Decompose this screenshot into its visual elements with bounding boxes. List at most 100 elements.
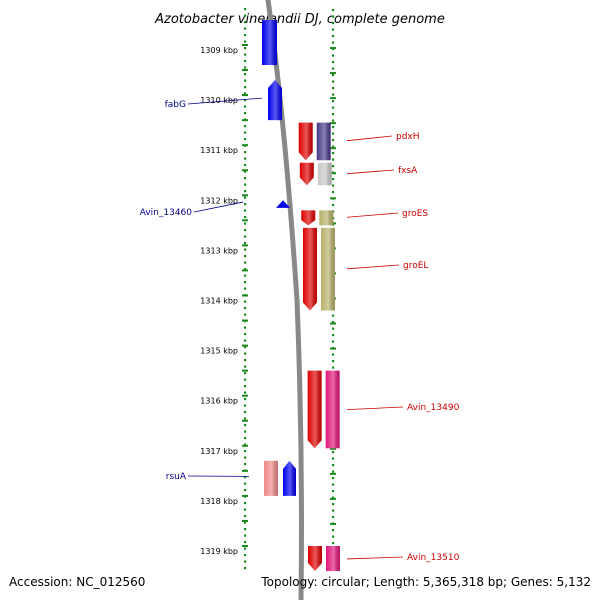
major-tick [242,344,248,347]
major-tick [242,194,248,197]
tick-dot [244,190,247,193]
major-tick [330,172,336,175]
tick-dot [244,34,247,37]
tick-dot [244,112,247,115]
tick-dot [332,509,335,512]
tick-dot [244,372,247,375]
tick-dot [244,248,247,251]
major-tick [242,294,248,297]
tick-dot [244,229,247,232]
gene-label-Avin_13510: Avin_13510 [407,553,460,563]
gene-shade [317,162,332,186]
gene-label-groES: groES [402,209,428,219]
tick-dot [332,87,335,90]
tick-dot [332,22,335,25]
gene-shade [326,545,340,572]
tick-dot [332,360,335,363]
gene-arrow [276,200,290,208]
tick-dot [244,14,247,17]
tick-dot [244,261,247,264]
tick-dot [244,235,247,238]
major-tick [330,472,336,475]
tick-dot [332,464,335,467]
tick-dot [244,287,247,290]
major-tick [242,319,248,322]
tick-dot [244,378,247,381]
major-tick [242,43,248,46]
tick-dot [244,300,247,303]
tick-dot [244,274,247,277]
tick-dot [332,490,335,493]
gene-features [262,19,340,572]
tick-dot [244,151,247,154]
gene-label-pdxH: pdxH [396,132,420,142]
tick-dot [244,86,247,89]
tick-dot [244,567,247,570]
tick-dot [244,92,247,95]
gene-shade [325,370,340,449]
ruler-tick-label: 1318 kbp [200,497,238,506]
tick-dot [244,196,247,199]
major-tick [330,447,336,450]
tick-dot [244,105,247,108]
tick-dot [244,391,247,394]
label-leader [346,264,400,270]
tick-dot [332,477,335,480]
major-tick [242,419,248,422]
tick-dot [244,521,247,524]
tick-dot [244,430,247,433]
tick-dot [244,502,247,505]
ruler-tick-label: 1319 kbp [200,547,238,556]
gene-label-groEL: groEL [403,261,428,271]
tick-dot [244,203,247,206]
tick-dot [332,35,335,38]
tick-dot [332,80,335,83]
major-tick [242,244,248,247]
major-tick [242,369,248,372]
major-tick [242,494,248,497]
tick-dot [244,73,247,76]
tick-dot [244,541,247,544]
gene-shade [302,227,317,311]
tick-dot [332,106,335,109]
tick-dot [244,450,247,453]
tick-dot [244,177,247,180]
major-tick [242,94,248,97]
tick-dot [332,100,335,103]
tick-dot [244,560,247,563]
tick-dot [332,191,335,194]
tick-dot [244,222,247,225]
major-tick [242,519,248,522]
label-leader [346,406,404,411]
tick-dot [244,40,247,43]
tick-dot [244,183,247,186]
gene-shade [262,19,277,66]
gene-groES [301,210,334,226]
tick-dot [332,334,335,337]
tick-dot [332,204,335,207]
major-tick [242,69,248,72]
tick-dot [244,21,247,24]
tick-dot [332,113,335,116]
major-tick [242,469,248,472]
tick-dot [244,268,247,271]
label-leader [346,135,393,142]
gene-pdxH [298,122,331,161]
tick-dot [244,333,247,336]
tick-dot [332,93,335,96]
genome-backbone [265,0,304,600]
tick-dot [332,9,335,12]
tick-dot [332,314,335,317]
gene-Avin_13510 [308,545,340,572]
tick-dot [332,340,335,343]
major-tick [242,544,248,547]
major-tick [330,46,336,49]
major-tick [330,197,336,200]
tick-dot [244,255,247,258]
tick-dot [244,339,247,342]
tick-dot [244,125,247,128]
tick-dot [244,209,247,212]
tick-dot [332,353,335,356]
